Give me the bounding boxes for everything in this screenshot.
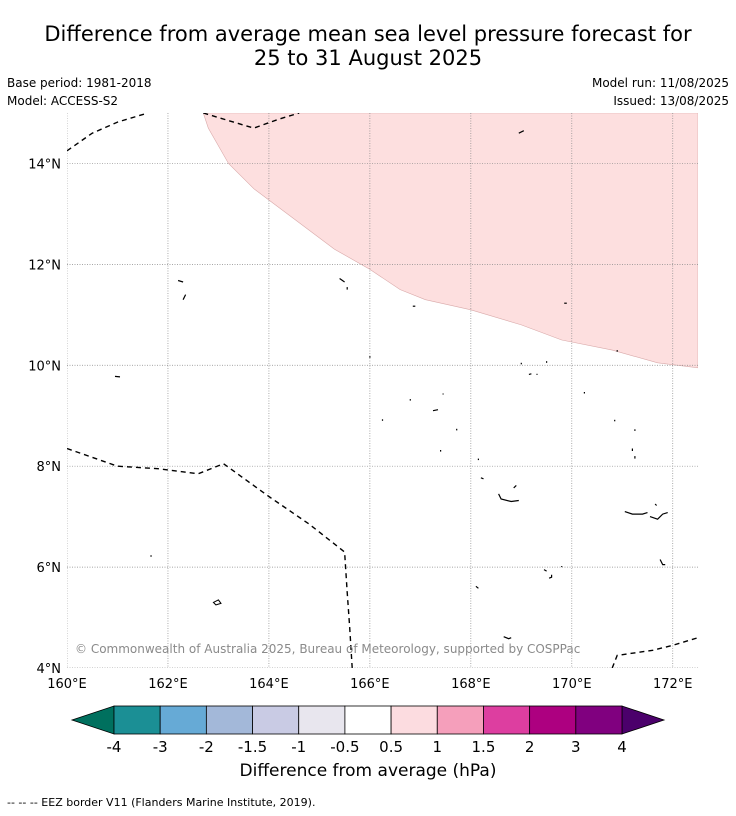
island (432, 409, 439, 412)
colorbar-swatch (390, 705, 438, 735)
colorbar-tick-label: 2 (525, 738, 535, 756)
map-content (67, 113, 698, 668)
forecast-info-right: Model run: 11/08/2025 Issued: 13/08/2025 (592, 74, 729, 110)
colorbar-swatch (298, 705, 346, 735)
island (114, 375, 121, 378)
longitude-label: 160°E (47, 677, 87, 692)
colorbar-swatch (252, 705, 300, 735)
latitude-label: 6°N (37, 561, 62, 576)
base-period: Base period: 1981-2018 (7, 76, 152, 90)
forecast-info-left: Base period: 1981-2018 Model: ACCESS-S2 (7, 74, 152, 110)
longitude-label: 164°E (249, 677, 289, 692)
longitude-label: 166°E (350, 677, 390, 692)
colorbar-tick-label: 3 (571, 738, 581, 756)
colorbar-tick-label: -0.5 (330, 738, 359, 756)
island (654, 503, 658, 506)
latitude-label: 14°N (28, 157, 61, 172)
latitude-label: 4°N (37, 662, 62, 677)
eez-border (611, 637, 698, 668)
colorbar-swatch (159, 705, 207, 735)
colorbar-tick-label: 1 (432, 738, 442, 756)
island (339, 278, 345, 283)
map-area (67, 113, 698, 668)
island (528, 373, 532, 375)
island (212, 599, 222, 606)
eez-legend: -- -- -- EEZ border V11 (Flanders Marine… (7, 796, 316, 809)
island (182, 294, 187, 300)
island (498, 493, 519, 503)
colorbar-swatch (113, 705, 161, 735)
island (518, 130, 525, 134)
island (624, 511, 648, 515)
colorbar-tick-label: 4 (617, 738, 627, 756)
colorbar-label: Difference from average (hPa) (239, 761, 497, 781)
map-title: Difference from average mean sea level p… (0, 22, 736, 70)
colorbar-swatch (575, 705, 623, 735)
colorbar-tick-label: -4 (107, 738, 122, 756)
model-run: Model run: 11/08/2025 (591, 76, 729, 90)
longitude-label: 162°E (148, 677, 188, 692)
latitude-label: 8°N (37, 460, 62, 475)
colorbar-swatch (436, 705, 484, 735)
island (659, 559, 666, 566)
island (548, 574, 553, 579)
island (513, 484, 517, 489)
colorbar-under-arrow (70, 705, 115, 735)
colorbar: -4 -3 -2 -1.5 -1 -0.5 0.5 1 1.5 2 3 4 (70, 705, 666, 756)
island (543, 569, 547, 572)
colorbar-swatch (344, 705, 392, 735)
colorbar-swatch (483, 705, 531, 735)
colorbar-swatch (205, 705, 253, 735)
colorbar-tick-label: -2 (199, 738, 214, 756)
island (480, 477, 484, 480)
map-title-line-2: 25 to 31 August 2025 (253, 46, 483, 70)
island (503, 636, 512, 640)
colorbar-tick-label: 1.5 (472, 738, 496, 756)
issued-date: Issued: 13/08/2025 (613, 94, 729, 108)
island (475, 585, 479, 589)
colorbar-tick-label: -1.5 (238, 738, 267, 756)
colorbar-tick-label: 0.5 (379, 738, 403, 756)
axis-labels: 160°E 162°E 164°E 166°E 168°E 170°E 172°E 14°N 1… (28, 157, 692, 692)
colorbar-over-arrow (621, 705, 666, 735)
longitude-label: 170°E (552, 677, 592, 692)
anomaly-region (202, 113, 698, 369)
copyright-notice: © Commonwealth of Australia 2025, Bureau… (75, 642, 580, 656)
latitude-label: 10°N (28, 359, 61, 374)
model-name: Model: ACCESS-S2 (7, 94, 119, 108)
colorbar-tick-label: -3 (153, 738, 168, 756)
longitude-label: 168°E (451, 677, 491, 692)
colorbar-tick-label: -1 (291, 738, 306, 756)
colorbar-swatch (529, 705, 577, 735)
eez-border (67, 447, 353, 668)
longitude-label: 172°E (653, 677, 693, 692)
island (649, 512, 668, 520)
island (177, 279, 184, 283)
latitude-label: 12°N (28, 258, 61, 273)
map-title-line-1: Difference from average mean sea level p… (44, 22, 692, 46)
eez-border (67, 113, 149, 152)
